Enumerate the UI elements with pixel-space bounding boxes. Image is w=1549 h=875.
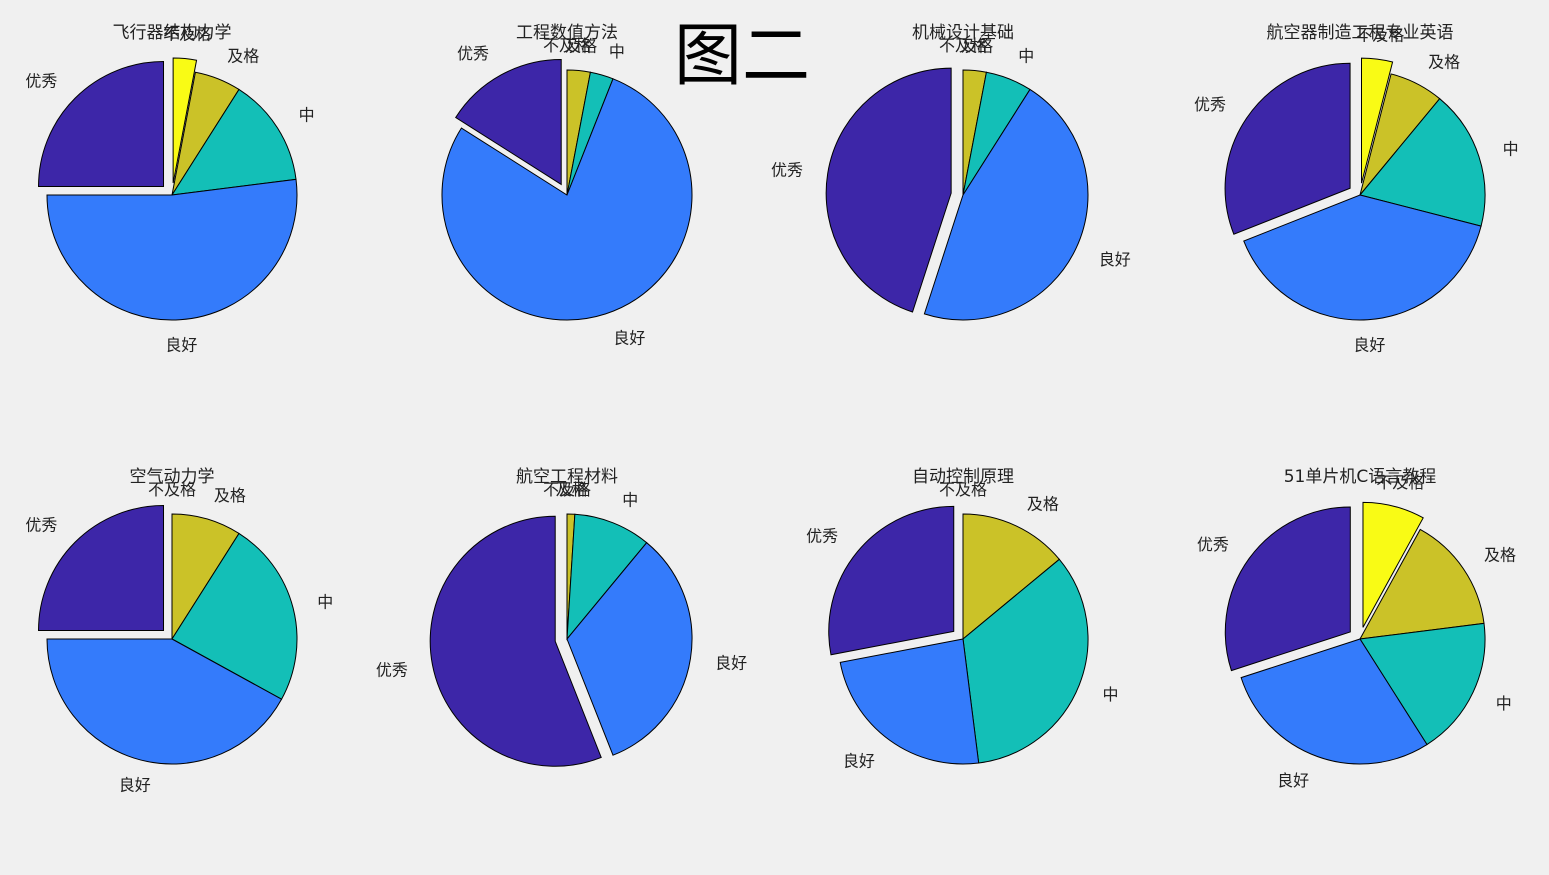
slice-label-fail: 不及格 xyxy=(939,36,987,55)
pie-slice-good xyxy=(1243,194,1482,321)
pie-slice-medium xyxy=(1359,97,1486,227)
pie-slice-good xyxy=(839,638,980,765)
pie-title: 航空工程材料 xyxy=(516,467,618,487)
slice-label-fail: 不及格 xyxy=(543,36,591,55)
slice-label-pass: 及格 xyxy=(1484,546,1516,565)
pie-title: 机械设计基础 xyxy=(912,23,1014,43)
pie-slice-excellent xyxy=(825,67,952,313)
figure-title: 图二 xyxy=(674,17,810,96)
slice-label-medium: 中 xyxy=(1102,685,1118,704)
slice-label-medium: 中 xyxy=(1503,140,1519,159)
slice-label-pass: 及格 xyxy=(961,37,993,56)
pie-slice-excellent xyxy=(1224,506,1351,672)
pie-slice-excellent xyxy=(38,505,165,632)
slice-label-good: 良好 xyxy=(119,775,151,794)
pie-slice-fail xyxy=(1362,501,1424,628)
pie-slice-medium xyxy=(171,532,298,700)
slice-label-good: 良好 xyxy=(1277,771,1309,790)
pie-slice-excellent xyxy=(429,515,602,767)
pie-title: 工程数值方法 xyxy=(516,23,618,43)
slice-label-pass: 及格 xyxy=(214,486,246,505)
pie-title: 航空器制造工程专业英语 xyxy=(1267,23,1454,43)
pie-slice-excellent xyxy=(1224,62,1351,235)
pie-title: 51单片机C语言教程 xyxy=(1284,467,1437,487)
pie-slice-good xyxy=(923,88,1089,321)
slice-label-pass: 及格 xyxy=(227,47,259,66)
slice-label-excellent: 优秀 xyxy=(1197,535,1229,554)
slice-label-excellent: 优秀 xyxy=(376,660,408,679)
pie-slice-pass xyxy=(1359,528,1485,640)
pie-slice-medium xyxy=(171,88,297,196)
slice-label-medium: 中 xyxy=(622,491,638,510)
pie-slice-fail xyxy=(1361,57,1394,184)
pie-slice-good xyxy=(46,178,298,321)
slice-label-good: 良好 xyxy=(1353,336,1385,355)
pie-slice-medium xyxy=(566,513,648,641)
slice-label-excellent: 优秀 xyxy=(25,71,57,90)
pie-slice-medium xyxy=(962,558,1089,764)
slice-label-excellent: 优秀 xyxy=(806,527,838,546)
slice-label-excellent: 优秀 xyxy=(1194,95,1226,114)
slice-label-medium: 中 xyxy=(299,106,315,125)
pie-slice-good xyxy=(1240,638,1428,765)
slice-label-good: 良好 xyxy=(165,336,197,355)
slice-label-pass: 及格 xyxy=(556,480,588,499)
pie-title: 空气动力学 xyxy=(130,467,215,487)
slice-label-good: 良好 xyxy=(613,329,645,348)
slice-label-excellent: 优秀 xyxy=(457,44,489,63)
slice-label-good: 良好 xyxy=(715,653,747,672)
slice-label-fail: 不及格 xyxy=(1376,473,1424,492)
slice-label-medium: 中 xyxy=(1496,694,1512,713)
pie-slice-excellent xyxy=(828,505,955,656)
pie-slice-fail xyxy=(172,57,198,184)
pie-slice-medium xyxy=(1359,622,1486,746)
pie-slice-good xyxy=(441,78,693,321)
slice-label-medium: 中 xyxy=(1018,47,1034,66)
slice-label-excellent: 优秀 xyxy=(771,161,803,180)
pie-slice-pass xyxy=(962,513,1061,641)
pie-slice-excellent xyxy=(38,61,165,188)
slice-label-fail: 不及格 xyxy=(148,480,196,499)
slice-label-good: 良好 xyxy=(1099,250,1131,269)
slice-label-excellent: 优秀 xyxy=(25,515,57,534)
slice-label-pass: 及格 xyxy=(1428,52,1460,71)
pie-slice-good xyxy=(46,638,283,765)
pie-slice-excellent xyxy=(454,58,562,186)
slice-label-medium: 中 xyxy=(317,593,333,612)
slice-label-pass: 及格 xyxy=(1027,494,1059,513)
slice-label-fail: 不及格 xyxy=(1356,25,1404,44)
slice-label-fail: 不及格 xyxy=(543,480,591,499)
pie-title: 自动控制原理 xyxy=(912,467,1014,487)
slice-label-pass: 及格 xyxy=(565,37,597,56)
slice-label-fail: 不及格 xyxy=(163,25,211,44)
slice-label-medium: 中 xyxy=(609,42,625,61)
slice-label-fail: 不及格 xyxy=(939,480,987,499)
pie-slice-good xyxy=(566,541,693,756)
slice-label-good: 良好 xyxy=(843,751,875,770)
pie-title: 飞行器结构力学 xyxy=(113,23,232,43)
